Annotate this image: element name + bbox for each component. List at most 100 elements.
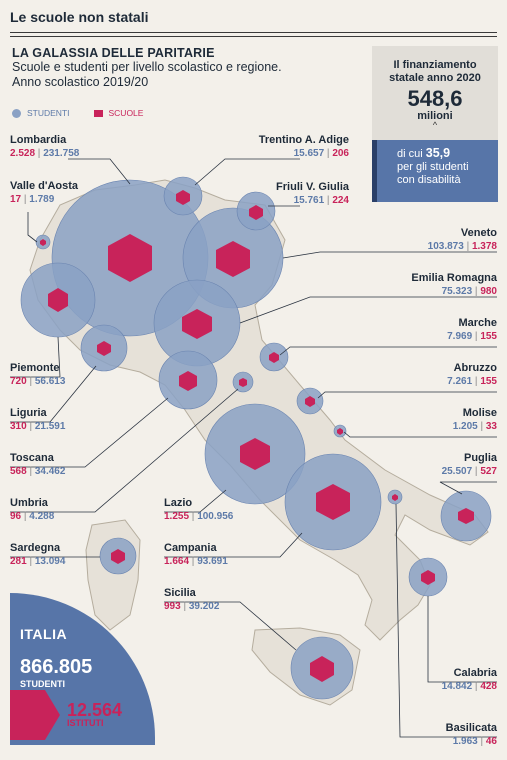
region-students: 56.613 <box>34 376 66 387</box>
school-clusters <box>40 190 474 682</box>
cluster-sicilia <box>310 656 334 682</box>
disability-line-3: con disabilità <box>397 174 461 186</box>
students-legend-swatch <box>12 108 21 118</box>
leader-valle <box>27 212 38 243</box>
cluster-emilia <box>182 309 212 339</box>
region-trentino: Trentino A. Adige 15.657 | 206 <box>258 134 349 159</box>
funding-label-2: statale anno 2020 <box>389 72 481 84</box>
funding-box: Il finanziamento statale anno 2020 548,6… <box>372 46 498 140</box>
leader-lazio <box>164 489 227 513</box>
italia-schools-label: ISTITUTI <box>67 718 104 728</box>
region-schools: 96 <box>10 511 22 522</box>
italia-schools: 12.564 ISTITUTI <box>67 700 122 728</box>
region-schools: 2.528 <box>10 148 36 159</box>
cluster-campania <box>316 484 350 520</box>
region-sicilia: Sicilia 993 | 39.202 <box>164 587 220 612</box>
region-name: Emilia Romagna <box>411 272 497 284</box>
students-legend-label: STUDENTI <box>27 108 70 118</box>
region-emilia: Emilia Romagna 75.323 | 980 <box>411 272 497 297</box>
cluster-liguria <box>97 341 111 356</box>
legend: STUDENTI SCUOLE <box>12 108 143 118</box>
region-students: 4.288 <box>29 511 55 522</box>
cluster-abruzzo <box>305 396 315 407</box>
region-friuli: Friuli V. Giulia 15.761 | 224 <box>276 181 349 206</box>
region-piemonte: Piemonte 720 | 56.613 <box>10 362 66 387</box>
region-students: 21.591 <box>34 421 66 432</box>
leader-lombardia <box>68 158 131 185</box>
region-students: 103.873 <box>427 241 464 252</box>
map-subtitle-2: Anno scolastico 2019/20 <box>12 75 149 89</box>
region-abruzzo: Abruzzo 7.261 | 155 <box>447 362 497 387</box>
map-header: LA GALASSIA DELLE PARITARIE Scuole e stu… <box>12 46 342 90</box>
region-schools: 720 <box>10 376 27 387</box>
leader-sicilia <box>164 601 297 651</box>
region-schools: 428 <box>480 681 497 692</box>
region-schools: 17 <box>10 194 22 205</box>
region-schools: 281 <box>10 556 27 567</box>
region-schools: 980 <box>480 286 497 297</box>
region-name: Trentino A. Adige <box>258 134 349 146</box>
region-name: Sardegna <box>10 542 61 554</box>
region-campania: Campania 1.664 | 93.691 <box>164 542 228 567</box>
cluster-umbria <box>239 378 247 387</box>
region-name: Lazio <box>164 497 193 509</box>
section-title: Le scuole non statali <box>10 9 149 25</box>
leader-emilia <box>239 296 497 324</box>
region-molise: Molise 1.205 | 33 <box>452 407 497 432</box>
region-students: 39.202 <box>188 601 220 612</box>
region-students: 15.657 <box>293 148 325 159</box>
region-name: Piemonte <box>10 362 60 374</box>
top-rule <box>10 32 497 33</box>
top-rule-2 <box>10 36 497 37</box>
funding-amount: 548,6 <box>407 86 463 111</box>
leader-molise <box>343 431 497 438</box>
region-name: Puglia <box>463 452 497 464</box>
region-marche: Marche 7.969 | 155 <box>447 317 497 342</box>
leader-marche <box>279 346 497 356</box>
cluster-puglia <box>458 508 474 524</box>
region-students: 7.969 <box>447 331 473 342</box>
region-basilicata: Basilicata 1.963 | 46 <box>445 722 497 747</box>
region-name: Toscana <box>10 452 54 464</box>
region-schools: 155 <box>480 331 497 342</box>
region-schools: 155 <box>480 376 497 387</box>
schools-legend-swatch <box>93 109 103 117</box>
region-students: 15.761 <box>293 195 325 206</box>
leader-piemonte <box>10 336 61 378</box>
cluster-toscana <box>179 371 197 391</box>
region-name: Basilicata <box>445 722 497 734</box>
region-umbria: Umbria 96 | 4.288 <box>10 497 55 522</box>
cluster-molise <box>337 428 343 435</box>
cluster-lombardia <box>108 234 152 282</box>
region-schools: 46 <box>485 736 497 747</box>
region-schools: 206 <box>332 148 349 159</box>
cluster-trentino <box>176 190 190 205</box>
disability-prefix: di cui <box>397 148 423 160</box>
region-sardegna: Sardegna 281 | 13.094 <box>10 542 66 567</box>
region-veneto: Veneto 103.873 | 1.378 <box>427 227 497 252</box>
region-schools: 1.378 <box>471 241 497 252</box>
disability-amount: 35,9 <box>425 146 451 160</box>
region-schools: 224 <box>332 195 349 206</box>
caret-up-icon: ^ <box>432 120 438 130</box>
region-students: 1.205 <box>452 421 478 432</box>
cluster-piemonte <box>48 288 68 312</box>
cluster-valle <box>40 239 46 246</box>
region-students: 1.789 <box>29 194 55 205</box>
region-students: 231.758 <box>43 148 80 159</box>
region-name: Valle d'Aosta <box>10 180 79 192</box>
region-schools: 527 <box>480 466 497 477</box>
funding-unit: milioni <box>417 110 453 122</box>
region-students: 93.691 <box>197 556 228 567</box>
region-schools: 1.255 <box>164 511 190 522</box>
disability-funding-box: di cui 35,9 per gli studenti con disabil… <box>372 140 498 202</box>
cluster-sardegna <box>111 549 125 564</box>
leader-toscana <box>10 397 169 468</box>
cluster-lazio <box>240 438 270 470</box>
funding-label-1: Il finanziamento <box>393 59 477 71</box>
region-name: Molise <box>462 407 497 419</box>
disability-line-2: per gli studenti <box>397 161 469 173</box>
region-calabria: Calabria 14.842 | 428 <box>441 667 497 692</box>
schools-legend-label: SCUOLE <box>108 108 144 118</box>
